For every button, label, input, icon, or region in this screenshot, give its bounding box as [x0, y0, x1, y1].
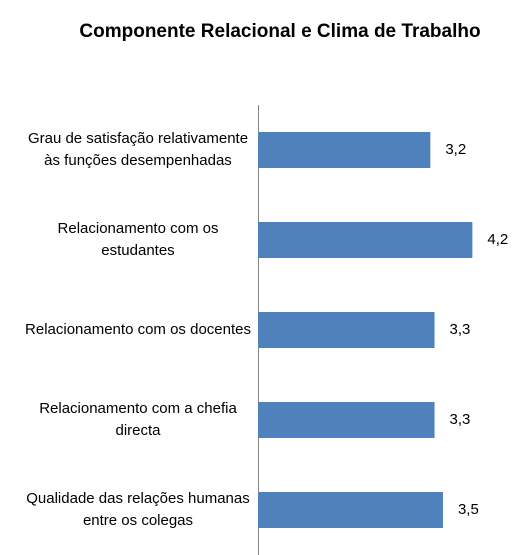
- data-label: 3,3: [450, 411, 471, 428]
- category-label: Relacionamento com os estudantes: [57, 220, 219, 259]
- category-label: Relacionamento com a chefia directa: [39, 400, 237, 439]
- bar: [258, 312, 435, 348]
- bar: [258, 492, 443, 528]
- category-label: Qualidade das relações humanas entre os …: [26, 490, 250, 529]
- data-label: 4,2: [487, 231, 508, 248]
- bar: [258, 132, 431, 168]
- data-label: 3,3: [450, 321, 471, 338]
- data-label: 3,5: [458, 501, 479, 518]
- category-label: Grau de satisfação relativamente às funç…: [27, 130, 249, 169]
- data-label: 3,2: [445, 141, 466, 158]
- bar: [258, 402, 435, 438]
- category-label: Relacionamento com os docentes: [25, 321, 251, 338]
- bar: [258, 222, 473, 258]
- chart-title: Componente Relacional e Clima de Trabalh…: [79, 21, 481, 42]
